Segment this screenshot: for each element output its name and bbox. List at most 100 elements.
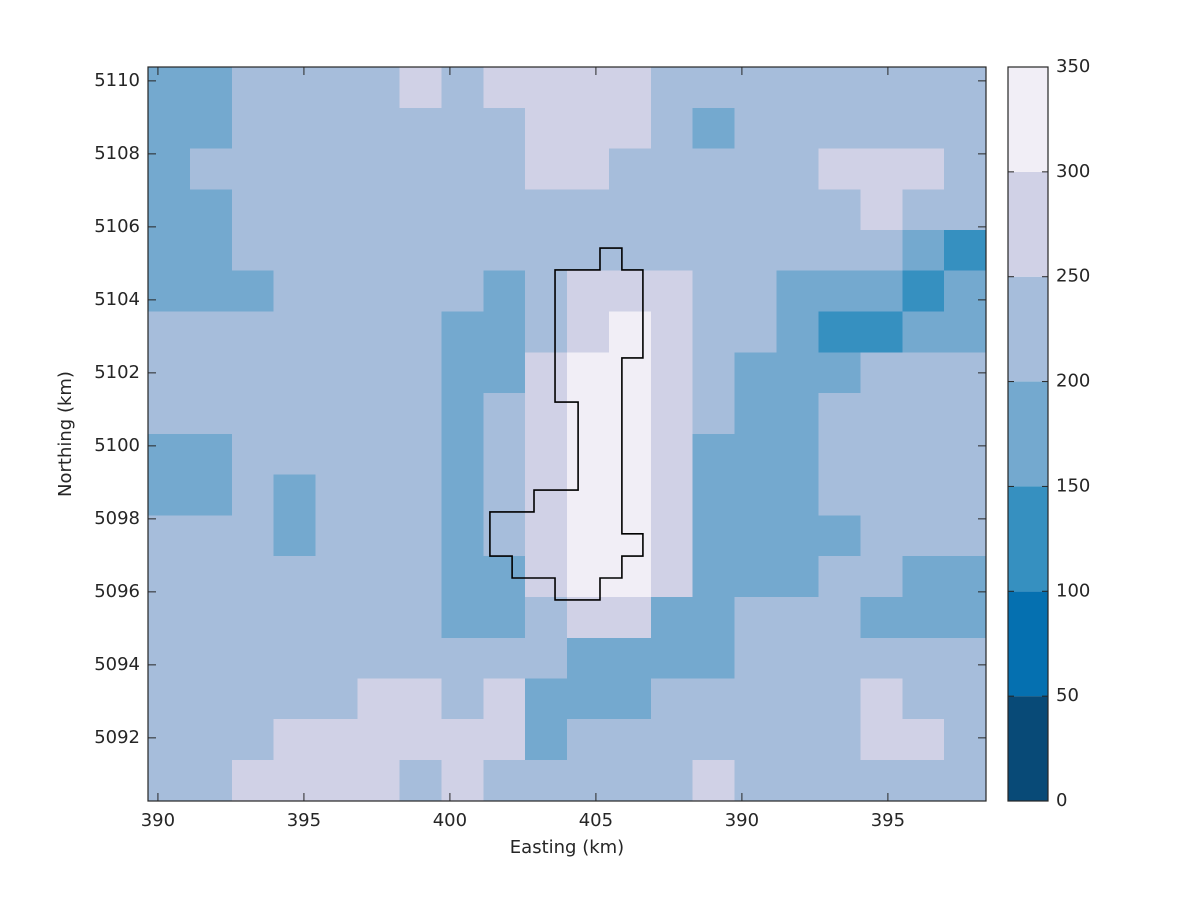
y-tick-label: 5110 <box>94 70 140 91</box>
heatmap-cell <box>231 556 275 598</box>
heatmap-cell <box>608 556 652 598</box>
heatmap-cell <box>441 67 484 109</box>
heatmap-cell <box>525 760 568 802</box>
heatmap-cell <box>399 433 442 476</box>
x-tick-label: 390 <box>725 810 759 831</box>
heatmap-cell <box>944 596 987 639</box>
heatmap-cell <box>776 474 819 517</box>
heatmap-cell <box>692 515 735 557</box>
heatmap-cell <box>315 719 358 761</box>
heatmap-cell <box>860 107 903 150</box>
heatmap-cell <box>608 270 652 313</box>
heatmap-cell <box>399 637 442 680</box>
heatmap-cell <box>525 230 568 272</box>
heatmap-cell <box>483 352 526 394</box>
heatmap-cell <box>273 433 316 476</box>
heatmap-cell <box>231 474 275 517</box>
heatmap-cell <box>608 474 652 517</box>
heatmap-cell <box>315 107 358 150</box>
heatmap-cell <box>357 67 400 109</box>
y-tick-label: 5108 <box>94 143 140 164</box>
heatmap-cell <box>483 678 526 720</box>
heatmap-cell <box>483 392 526 435</box>
heatmap-cell <box>650 760 694 802</box>
heatmap-cell <box>776 556 819 598</box>
heatmap-cell <box>357 189 400 231</box>
heatmap-cell <box>776 719 819 761</box>
colorbar-tick-label: 200 <box>1056 371 1090 392</box>
y-tick-label: 5098 <box>94 508 140 529</box>
heatmap-cell <box>525 637 568 680</box>
heatmap-cell <box>315 515 358 557</box>
heatmap-cell <box>818 596 861 639</box>
heatmap-cell <box>315 67 358 109</box>
y-tick-label: 5106 <box>94 216 140 237</box>
heatmap-cell <box>734 474 777 517</box>
heatmap-cell <box>231 67 275 109</box>
heatmap-cell <box>860 637 903 680</box>
heatmap-cell <box>483 230 526 272</box>
heatmap-cell <box>148 678 191 720</box>
heatmap-cell <box>189 107 233 150</box>
heatmap-cell <box>357 392 400 435</box>
heatmap-cell <box>441 596 484 639</box>
heatmap-cell <box>818 678 861 720</box>
heatmap-cell <box>650 474 694 517</box>
heatmap-cell <box>902 148 945 190</box>
heatmap-cell <box>525 270 568 313</box>
heatmap-cell <box>776 515 819 557</box>
heatmap-cell <box>692 230 735 272</box>
heatmap-cell <box>650 637 694 680</box>
heatmap-cell <box>441 719 484 761</box>
heatmap-cell <box>860 678 903 720</box>
heatmap-cell <box>860 67 903 109</box>
heatmap-cell <box>650 189 694 231</box>
colorbar-tick-label: 50 <box>1056 685 1079 706</box>
heatmap-cell <box>148 270 191 313</box>
heatmap-cell <box>399 148 442 190</box>
x-tick-label: 405 <box>579 810 613 831</box>
heatmap-cell <box>399 270 442 313</box>
heatmap-cell <box>441 637 484 680</box>
heatmap-cell <box>944 392 987 435</box>
heatmap-cell <box>315 760 358 802</box>
heatmap-cell <box>818 392 861 435</box>
heatmap-cell <box>148 719 191 761</box>
heatmap-cell <box>608 678 652 720</box>
heatmap-cell <box>483 107 526 150</box>
x-tick-label: 400 <box>433 810 467 831</box>
heatmap-cell <box>650 107 694 150</box>
heatmap-cell <box>357 230 400 272</box>
heatmap-cell <box>231 352 275 394</box>
heatmap-cell <box>650 352 694 394</box>
heatmap-cell <box>776 760 819 802</box>
heatmap-cell <box>902 433 945 476</box>
colorbar-tick-label: 0 <box>1056 790 1067 811</box>
heatmap-cell <box>315 392 358 435</box>
heatmap-cell <box>315 678 358 720</box>
heatmap-cell <box>650 719 694 761</box>
heatmap-cell <box>189 474 233 517</box>
heatmap-cell <box>189 637 233 680</box>
heatmap-cell <box>818 270 861 313</box>
heatmap-cell <box>902 637 945 680</box>
heatmap-cell <box>567 189 610 231</box>
heatmap-cell <box>902 719 945 761</box>
heatmap-cell <box>357 474 400 517</box>
heatmap-cell <box>567 474 610 517</box>
heatmap-cell <box>148 392 191 435</box>
heatmap-cell <box>650 311 694 353</box>
heatmap-cell <box>315 474 358 517</box>
heatmap-cell <box>399 67 442 109</box>
heatmap-cell <box>525 189 568 231</box>
heatmap-cell <box>189 515 233 557</box>
heatmap-cell <box>315 270 358 313</box>
heatmap-cell <box>860 760 903 802</box>
colorbar-band <box>1008 67 1048 172</box>
heatmap-cell <box>944 719 987 761</box>
heatmap-cell <box>692 474 735 517</box>
heatmap-cell <box>483 189 526 231</box>
heatmap-cell <box>776 107 819 150</box>
heatmap-cell <box>441 189 484 231</box>
heatmap-cell <box>860 352 903 394</box>
